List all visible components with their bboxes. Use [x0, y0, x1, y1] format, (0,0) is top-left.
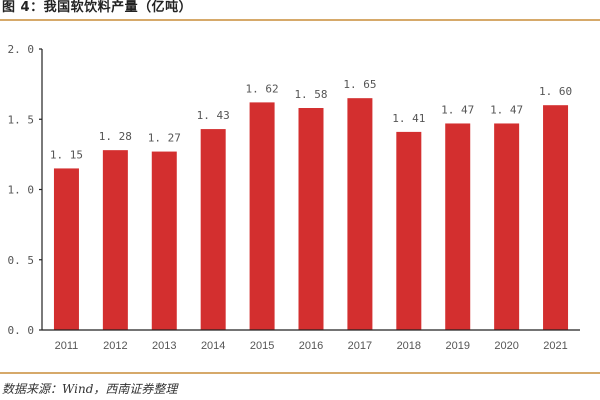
bar-chart: 0. 0 0. 5 1. 0 1. 5 2. 0 1. 15 1. 28 1. 27 1. 4…	[8, 43, 580, 352]
value-label: 1. 58	[294, 88, 327, 101]
value-label: 1. 43	[197, 109, 230, 122]
bar-2014	[200, 129, 226, 330]
y-tick-label: 2. 0	[8, 43, 35, 56]
bottom-divider	[0, 372, 600, 374]
bar-2018	[396, 131, 422, 330]
value-label: 1. 41	[392, 112, 425, 125]
x-axis: 2011 2012 2013 2014 2015 2016 2017 2018 2019 2020…	[42, 329, 580, 352]
bar-2011	[53, 168, 79, 330]
x-tick-label: 2017	[348, 340, 372, 352]
x-tick-label: 2015	[250, 340, 274, 352]
y-tick-label: 1. 0	[8, 184, 35, 197]
bar-2017	[347, 98, 373, 330]
bar-2016	[298, 108, 324, 330]
x-tick-label: 2020	[494, 340, 518, 352]
value-label: 1. 27	[148, 132, 181, 145]
x-tick-label: 2019	[445, 340, 469, 352]
y-tick-label: 0. 5	[8, 254, 35, 267]
bars: 1. 15 1. 28 1. 27 1. 43 1. 62 1. 58 1. 65 1. 41…	[50, 78, 572, 330]
data-source-note: 数据来源：Wind，西南证券整理	[2, 382, 178, 396]
value-label: 1. 15	[50, 148, 83, 161]
x-tick-label: 2012	[103, 340, 127, 352]
y-axis: 0. 0 0. 5 1. 0 1. 5 2. 0	[8, 43, 43, 337]
x-tick-label: 2016	[299, 340, 323, 352]
y-tick-label: 0. 0	[8, 324, 35, 337]
value-label: 1. 62	[246, 82, 279, 95]
value-label: 1. 28	[99, 130, 132, 143]
value-label: 1. 65	[343, 78, 376, 91]
bar-2013	[151, 151, 177, 330]
bar-2019	[445, 123, 471, 330]
chart-title: 图 4：我国软饮料产量（亿吨）	[2, 0, 193, 15]
x-tick-label: 2018	[397, 340, 421, 352]
x-tick-label: 2011	[55, 340, 79, 352]
bar-2012	[102, 150, 128, 330]
value-label: 1. 60	[539, 85, 572, 98]
bar-2015	[249, 102, 275, 330]
bar-2021	[543, 105, 569, 330]
value-label: 1. 47	[490, 103, 523, 116]
value-label: 1. 47	[441, 103, 474, 116]
top-divider	[0, 19, 600, 21]
x-tick-label: 2021	[543, 340, 567, 352]
x-tick-label: 2013	[152, 340, 176, 352]
x-tick-label: 2014	[201, 340, 225, 352]
bar-2020	[494, 123, 520, 330]
y-tick-label: 1. 5	[8, 113, 35, 126]
